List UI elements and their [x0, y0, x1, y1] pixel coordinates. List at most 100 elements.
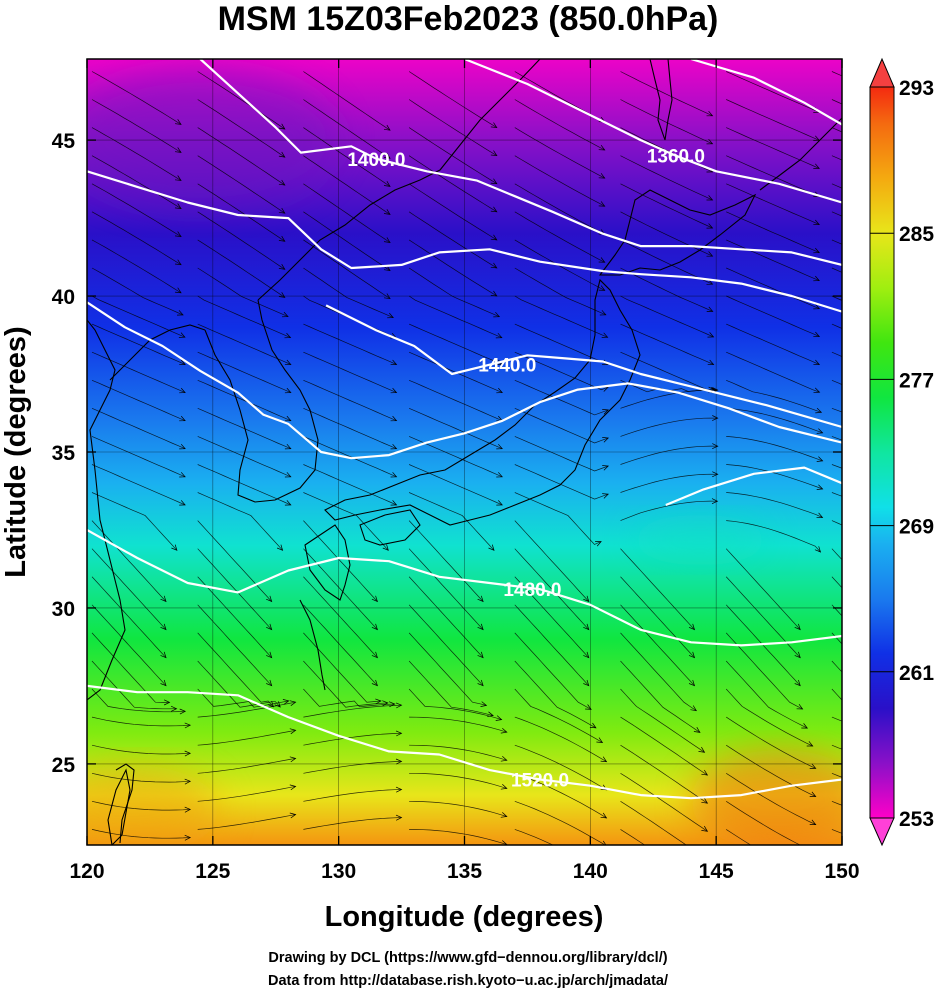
- streamline-arrowhead: [910, 712, 916, 717]
- streamline: [303, 704, 402, 718]
- streamline: [726, 71, 820, 113]
- streamline-arrowhead: [174, 287, 182, 294]
- streamline: [91, 464, 186, 506]
- streamline-arrowhead: [813, 247, 820, 254]
- cool-spot-shade: [630, 515, 770, 565]
- streamline: [91, 744, 191, 755]
- streamline: [408, 99, 497, 156]
- streamline: [514, 99, 605, 151]
- streamline-arrowhead: [178, 332, 186, 338]
- streamline-arrowhead: [284, 472, 292, 478]
- streamline-arrowhead: [816, 428, 824, 434]
- streamline: [91, 829, 191, 839]
- streamline: [91, 632, 170, 703]
- streamline: [303, 520, 378, 602]
- streamline: [725, 660, 808, 729]
- streamline: [726, 351, 820, 393]
- streamline-arrowhead: [395, 702, 403, 709]
- contour-labels: 1360.0 1400.0 1440.0 1480.0 1520.0: [347, 147, 705, 792]
- streamline: [831, 548, 842, 561]
- streamline: [197, 71, 285, 130]
- streamline: [726, 183, 820, 225]
- streamline-arrowhead: [919, 277, 925, 282]
- streamline: [726, 295, 820, 337]
- streamline: [408, 520, 484, 602]
- streamline: [91, 436, 186, 478]
- streamline-arrowhead: [919, 109, 925, 114]
- streamline-arrowhead: [390, 415, 398, 422]
- streamline: [91, 323, 186, 365]
- streamline-arrowhead: [816, 484, 824, 490]
- streamline: [91, 71, 182, 125]
- colorbar-label: 277: [899, 369, 934, 392]
- colorbar-label: 261: [899, 662, 934, 685]
- streamline: [408, 688, 502, 720]
- streamline-arrowhead: [278, 151, 286, 158]
- streamline-arrowhead: [179, 472, 186, 478]
- streamline-arrowhead: [598, 173, 606, 179]
- streamline-arrowhead: [698, 746, 706, 753]
- streamline-arrowhead: [915, 564, 921, 570]
- coastline-shikoku: [359, 509, 421, 546]
- streamline: [514, 155, 605, 207]
- streamline-arrowhead: [922, 432, 928, 437]
- streamline: [620, 351, 715, 391]
- streamline: [831, 604, 842, 617]
- x-tick-label: 130: [321, 860, 356, 883]
- streamline: [620, 716, 708, 776]
- streamline: [620, 71, 713, 117]
- streamline: [408, 379, 503, 422]
- streamline-arrowhead: [801, 723, 809, 729]
- contour-line: [690, 59, 842, 126]
- streamline-arrowhead: [390, 359, 398, 366]
- streamline: [726, 407, 823, 434]
- streamline-arrowhead: [688, 651, 696, 659]
- streamline-arrowhead: [477, 679, 484, 687]
- streamline: [197, 183, 285, 242]
- streamline-arrowhead: [810, 848, 816, 853]
- streamline: [197, 729, 296, 746]
- streamline: [620, 295, 714, 338]
- x-tick-label: 125: [195, 860, 230, 883]
- streamline: [197, 632, 274, 708]
- streamline: [303, 548, 378, 630]
- streamline: [91, 155, 182, 209]
- height-contours: [87, 59, 842, 800]
- streamline-arrowhead: [383, 124, 391, 131]
- streamline: [620, 445, 718, 465]
- colorbar-top-arrow: [869, 57, 895, 88]
- streamline-arrowhead: [701, 854, 707, 859]
- streamline: [726, 155, 820, 197]
- streamline-arrowhead: [796, 703, 804, 710]
- streamline-arrowhead: [395, 758, 403, 765]
- coastline-korea: [204, 299, 319, 503]
- streamline-arrowhead: [602, 409, 609, 415]
- warm-pool-shade: [87, 765, 220, 845]
- x-tick-label: 135: [447, 860, 482, 883]
- contour-line: [199, 59, 842, 266]
- streamline: [726, 239, 820, 281]
- streamline: [408, 660, 494, 716]
- streamline-arrowhead: [179, 708, 187, 715]
- streamline: [408, 127, 497, 184]
- streamline-arrowhead: [712, 415, 719, 421]
- streamline: [514, 295, 608, 338]
- streamline-arrowhead: [383, 181, 391, 187]
- streamline: [303, 239, 391, 299]
- streamline-arrowhead: [284, 387, 292, 394]
- streamline: [408, 183, 497, 241]
- coastline: [115, 763, 135, 844]
- streamline: [620, 211, 713, 257]
- streamline: [726, 436, 823, 462]
- streamline: [91, 407, 186, 450]
- coastline-taiwan: [107, 768, 131, 845]
- streamline-arrowhead: [266, 651, 273, 659]
- streamline-arrowhead: [289, 728, 297, 735]
- streamline-arrowhead: [477, 595, 484, 603]
- streamline: [408, 548, 484, 630]
- streamline-arrowhead: [706, 138, 714, 145]
- streamline-arrowhead: [693, 727, 701, 733]
- coastline-kyushu: [304, 524, 351, 601]
- streamline: [409, 744, 507, 761]
- streamline: [514, 239, 605, 291]
